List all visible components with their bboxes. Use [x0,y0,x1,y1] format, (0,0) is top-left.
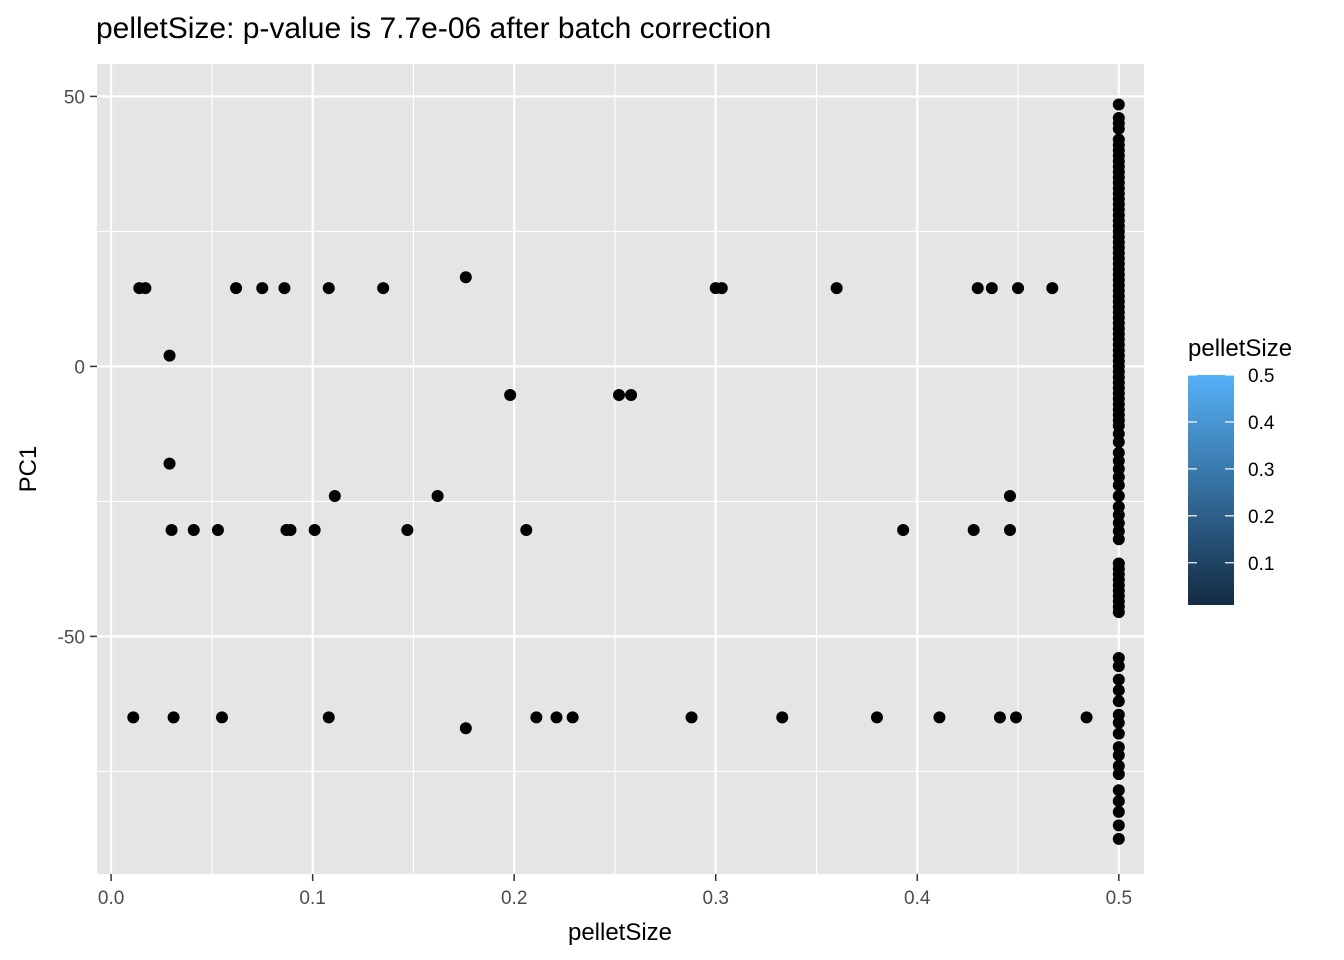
data-point [897,524,910,537]
data-point [211,524,224,537]
plot-panel [97,64,1144,874]
data-point [167,711,180,724]
data-point [985,282,998,295]
data-point [187,524,200,537]
data-point [322,282,335,295]
data-point [163,457,176,470]
data-point [1010,711,1023,724]
minor-gridlines [97,64,1144,874]
data-point [566,711,579,724]
x-axis-title: pelletSize [568,919,672,946]
data-point [550,711,563,724]
legend-label: 0.5 [1248,366,1274,387]
data-point [1112,490,1125,502]
data-point [1080,711,1093,724]
data-point [530,711,543,724]
legend: pelletSize 0.5 0.4 0.3 0.2 0.1 [1188,335,1292,605]
data-point [971,282,984,295]
data-point [1112,436,1125,448]
x-tick-label: 0.0 [98,888,124,909]
legend-colorbar [1188,375,1234,605]
data-point [504,389,517,402]
x-tick-label: 0.4 [904,888,931,909]
data-point [933,711,946,724]
legend-label: 0.1 [1248,554,1274,575]
data-point [993,711,1006,724]
data-point [256,282,269,295]
data-point [165,524,178,537]
data-point [870,711,883,724]
data-point [1112,805,1125,818]
data-points [127,98,1125,845]
data-point [967,524,980,537]
data-point [308,524,321,537]
data-point [278,282,291,295]
data-point [1112,695,1125,708]
data-point [127,711,140,724]
data-point [1112,768,1125,781]
legend-label: 0.3 [1248,460,1274,481]
data-point [284,524,297,537]
data-point [1003,490,1016,502]
data-point [1112,684,1125,697]
legend-title: pelletSize [1188,335,1292,362]
data-point [1112,479,1125,492]
data-point [1112,533,1125,546]
data-point [1112,832,1125,845]
data-point [1112,122,1125,135]
x-tick-label: 0.3 [703,888,729,909]
y-axis-title: PC1 [15,446,42,493]
data-point [139,282,152,295]
data-point [625,389,638,402]
data-point [230,282,243,295]
legend-label: 0.4 [1248,413,1275,434]
data-point [520,524,533,537]
chart-title: pelletSize: p-value is 7.7e-06 after bat… [96,12,771,45]
data-point [328,490,341,502]
data-point [1112,98,1125,111]
data-point [459,722,472,735]
x-tick-label: 0.5 [1106,888,1132,909]
data-point [1112,673,1125,686]
data-point [1112,784,1125,797]
data-point [1012,282,1025,295]
y-axis: 50 0 -50 [58,87,97,648]
data-point [215,711,228,724]
data-point [322,711,335,724]
data-point [1112,749,1125,762]
legend-ticks: 0.5 0.4 0.3 0.2 0.1 [1188,366,1275,575]
data-point [1003,524,1016,537]
data-point [1046,282,1059,295]
data-point [1112,819,1125,832]
data-point [1112,795,1125,808]
data-point [1112,660,1125,673]
data-point [1112,727,1125,740]
x-axis: 0.0 0.1 0.2 0.3 0.4 0.5 [98,874,1132,909]
x-tick-label: 0.2 [501,888,527,909]
data-point [459,271,472,284]
data-point [685,711,698,724]
data-point [401,524,414,537]
data-point [715,282,728,295]
x-tick-label: 0.1 [299,888,325,909]
data-point [612,389,625,402]
data-point [1112,716,1125,729]
data-point [377,282,390,295]
data-point [1112,606,1125,619]
y-tick-label: 50 [64,87,85,108]
data-point [776,711,789,724]
legend-label: 0.2 [1248,507,1274,528]
data-point [431,490,444,502]
y-tick-label: 0 [74,357,85,378]
y-tick-label: -50 [58,627,85,648]
data-point [830,282,843,295]
data-point [163,349,176,362]
